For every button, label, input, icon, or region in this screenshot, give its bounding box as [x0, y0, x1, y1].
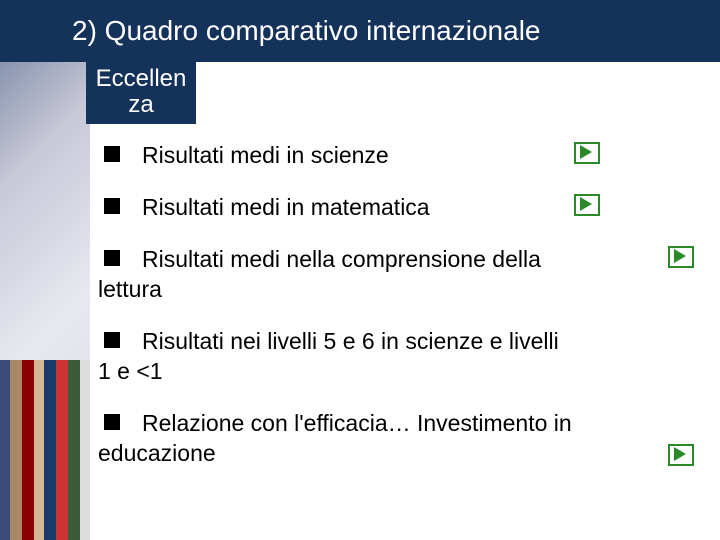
square-bullet-icon [104, 414, 120, 430]
bullet-list: Risultati medi in scienze Risultati medi… [98, 140, 698, 468]
item-text-line1: Risultati medi nella comprensione della [98, 244, 698, 274]
square-bullet-icon [104, 146, 120, 162]
play-icon[interactable] [668, 444, 694, 466]
list-item: Relazione con l'efficacia… Investimento … [98, 408, 698, 468]
list-item: Risultati medi in scienze [98, 140, 698, 170]
list-item: Risultati medi nella comprensione della … [98, 244, 698, 304]
play-icon[interactable] [574, 194, 600, 216]
square-bullet-icon [104, 198, 120, 214]
play-icon[interactable] [668, 246, 694, 268]
item-text-line2: lettura [98, 276, 162, 302]
list-item: Risultati nei livelli 5 e 6 in scienze e… [98, 326, 698, 386]
badge-eccellenza: Eccellen za [86, 62, 196, 124]
item-text-line1: Relazione con l'efficacia… Investimento … [98, 408, 698, 438]
title-bar: 2) Quadro comparativo internazionale [0, 0, 720, 62]
item-text: Risultati medi in scienze [142, 142, 389, 168]
item-text: Risultati medi in matematica [142, 194, 430, 220]
slide-title: 2) Quadro comparativo internazionale [72, 15, 540, 47]
play-icon[interactable] [574, 142, 600, 164]
badge-line1: Eccellen [96, 65, 187, 92]
item-text-line2: educazione [98, 440, 216, 466]
item-text-line1: Risultati nei livelli 5 e 6 in scienze e… [98, 326, 698, 356]
list-item: Risultati medi in matematica [98, 192, 698, 222]
square-bullet-icon [104, 332, 120, 348]
badge-line2: za [128, 91, 153, 118]
square-bullet-icon [104, 250, 120, 266]
slide: 2) Quadro comparativo internazionale Ecc… [0, 0, 720, 540]
books-decorative-image [0, 360, 90, 540]
item-text-line2: 1 e <1 [98, 358, 163, 384]
